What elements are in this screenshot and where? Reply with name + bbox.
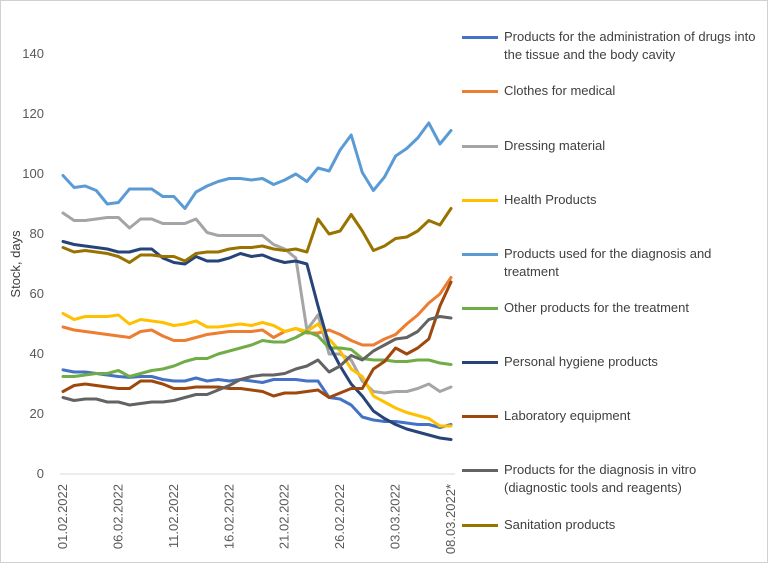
legend-label: Clothes for medical bbox=[504, 83, 616, 98]
y-axis-title-group: Stock, days bbox=[8, 230, 23, 298]
y-axis-ticks: 0 20 40 60 80 100 120 140 bbox=[22, 46, 44, 481]
series-line-10 bbox=[61, 207, 453, 264]
series-line-3 bbox=[61, 211, 453, 395]
legend-swatch bbox=[462, 524, 498, 527]
legend-swatch bbox=[462, 253, 498, 256]
legend-item: Products for the administration of drugs… bbox=[462, 28, 756, 64]
legend-item: Products used for the diagnosis and trea… bbox=[462, 245, 756, 281]
legend-swatch bbox=[462, 361, 498, 364]
legend-item: Laboratory equipment bbox=[462, 407, 756, 425]
legend-label: Laboratory equipment bbox=[504, 408, 631, 423]
series-line-4 bbox=[61, 312, 453, 428]
legend-item: Health Products bbox=[462, 191, 756, 209]
y-axis-title: Stock, days bbox=[8, 230, 23, 298]
legend-label: Personal hygiene products bbox=[504, 354, 658, 369]
legend-label: Health Products bbox=[504, 192, 597, 207]
legend-item: Dressing material bbox=[462, 137, 756, 155]
x-tick-label: 26.02.2022 bbox=[332, 484, 347, 549]
x-tick-label: 21.02.2022 bbox=[277, 484, 292, 549]
y-tick-label: 20 bbox=[30, 406, 44, 421]
x-tick-label: 11.02.2022 bbox=[166, 484, 181, 548]
legend-item: Personal hygiene products bbox=[462, 353, 756, 371]
legend-item: Sanitation products bbox=[462, 516, 756, 534]
legend-swatch bbox=[462, 307, 498, 310]
y-tick-label: 100 bbox=[22, 166, 44, 181]
y-tick-label: 40 bbox=[30, 346, 44, 361]
series-lines bbox=[61, 121, 453, 441]
legend-item: Other products for the treatment bbox=[462, 299, 756, 317]
y-tick-label: 60 bbox=[30, 286, 44, 301]
legend-label: Other products for the treatment bbox=[504, 300, 689, 315]
legend-label: Dressing material bbox=[504, 138, 606, 153]
series-line-5 bbox=[61, 121, 453, 210]
series-line-9 bbox=[61, 315, 453, 407]
x-tick-label: 08.03.2022* bbox=[443, 484, 458, 554]
legend-item: Clothes for medical bbox=[462, 82, 756, 100]
y-tick-label: 80 bbox=[30, 226, 44, 241]
legend-label: Sanitation products bbox=[504, 517, 616, 532]
series-line-8 bbox=[61, 280, 453, 399]
x-tick-label: 03.03.2022 bbox=[388, 484, 403, 549]
legend-label: Products for the diagnosis in vitro (dia… bbox=[504, 462, 697, 495]
legend-label: Products used for the diagnosis and trea… bbox=[504, 246, 712, 279]
legend-swatch bbox=[462, 199, 498, 202]
series-line-1 bbox=[61, 368, 453, 429]
y-tick-label: 140 bbox=[22, 46, 44, 61]
legend-item: Products for the diagnosis in vitro (dia… bbox=[462, 461, 756, 497]
legend-swatch bbox=[462, 36, 498, 39]
legend-swatch bbox=[462, 469, 498, 472]
legend-swatch bbox=[462, 145, 498, 148]
legend-swatch bbox=[462, 90, 498, 93]
legend-swatch bbox=[462, 415, 498, 418]
x-tick-label: 01.02.2022 bbox=[55, 484, 70, 549]
series-line-2 bbox=[61, 276, 453, 347]
x-tick-label: 16.02.2022 bbox=[221, 484, 236, 549]
series-line-7 bbox=[61, 240, 453, 441]
y-tick-label: 0 bbox=[37, 466, 44, 481]
series-line-6 bbox=[61, 330, 453, 378]
x-tick-label: 06.02.2022 bbox=[110, 484, 125, 549]
legend-label: Products for the administration of drugs… bbox=[504, 29, 756, 62]
x-axis-ticks: 01.02.2022 06.02.2022 11.02.2022 16.02.2022… bbox=[55, 484, 458, 554]
y-tick-label: 120 bbox=[22, 106, 44, 121]
